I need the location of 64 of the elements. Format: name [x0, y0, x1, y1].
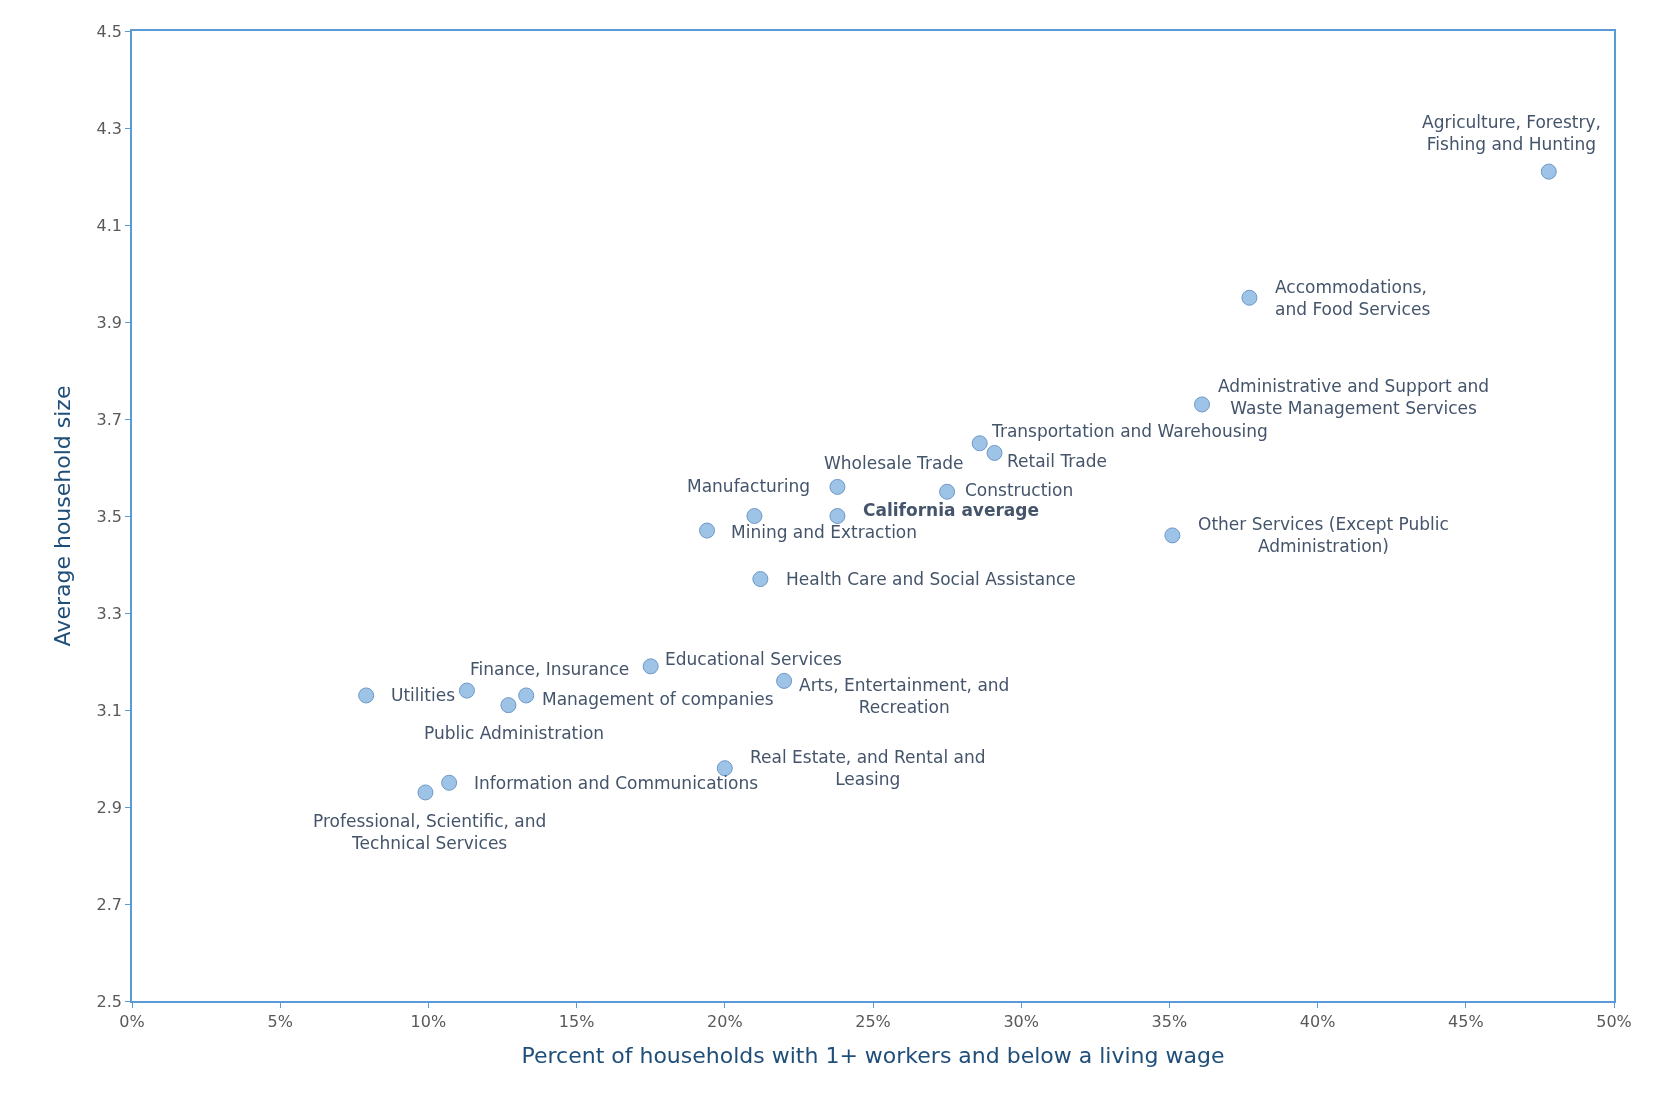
y-tick-label: 3.1	[96, 700, 123, 720]
x-tick-label: 35%	[1151, 1011, 1188, 1031]
x-tick-label: 20%	[707, 1011, 743, 1031]
point	[939, 483, 956, 500]
series-label: California average	[863, 500, 1040, 520]
annotation: Public Administration	[424, 723, 605, 743]
point	[829, 478, 846, 495]
point	[441, 774, 458, 791]
x-tick-label: 5%	[267, 1011, 293, 1031]
y-tick-label: 4.3	[96, 118, 123, 138]
point	[1164, 527, 1181, 544]
annotation: Accommodations, and Food Services	[1275, 277, 1431, 320]
annotation: Professional, Scientific, and Technical Services	[313, 811, 547, 854]
point	[746, 508, 763, 524]
annotation: Finance, Insurance	[470, 659, 630, 679]
x-tick-label: 10%	[410, 1011, 447, 1031]
x-tick-label: 40%	[1299, 1011, 1336, 1031]
annotation: Management of companies	[542, 689, 774, 709]
x-tick-label: 0%	[119, 1011, 145, 1031]
annotation: Construction	[965, 480, 1074, 500]
y-tick-label: 4.5	[96, 21, 123, 41]
x-tick-label: 45%	[1448, 1011, 1484, 1031]
point	[971, 435, 988, 452]
point	[829, 508, 846, 524]
annotation: Manufacturing	[687, 476, 811, 496]
annotation: Agriculture, Forestry, Fishing and Hunting	[1422, 112, 1601, 155]
point	[752, 571, 769, 588]
annotation: Arts, Entertainment, and Recreation	[799, 675, 1010, 718]
y-tick-label: 3.9	[96, 312, 123, 332]
point	[699, 522, 716, 539]
annotation: Transportation and Warehousing	[991, 421, 1268, 441]
point	[358, 687, 375, 704]
y-tick-label: 2.5	[96, 991, 123, 1011]
y-tick-label: 3.7	[96, 409, 123, 429]
x-tick-label: 25%	[855, 1011, 891, 1031]
x-tick-label: 50%	[1596, 1011, 1632, 1031]
point	[500, 697, 517, 714]
annotation: Mining and Extraction	[731, 522, 918, 542]
x-axis-title: Percent of households with 1+ workers and below a living wage	[521, 1043, 1225, 1069]
point	[642, 658, 659, 675]
y-tick-label: 3.3	[96, 603, 123, 623]
point	[458, 682, 475, 699]
x-tick-label: 15%	[558, 1011, 595, 1031]
annotation: Administrative and Support and Waste Management Services	[1218, 376, 1490, 419]
annotation: Health Care and Social Assistance	[786, 569, 1076, 589]
point	[518, 687, 535, 704]
point	[1194, 396, 1210, 413]
point	[776, 672, 793, 689]
annotation: Retail Trade	[1007, 451, 1107, 471]
y-tick-label: 2.9	[96, 797, 123, 817]
annotation: Wholesale Trade	[824, 453, 964, 473]
annotation: Other Services (Except Public Administration)	[1198, 514, 1449, 557]
point	[417, 784, 434, 801]
y-tick-label: 3.5	[96, 506, 123, 526]
annotation: Educational Services	[665, 649, 843, 669]
y-axis-title: Average household size	[49, 385, 75, 647]
y-tick-label: 2.7	[96, 894, 123, 914]
point	[1540, 163, 1557, 180]
point	[986, 444, 1003, 461]
annotation: Utilities	[391, 685, 456, 705]
y-tick-label: 4.1	[96, 215, 123, 235]
x-tick-label: 30%	[1003, 1011, 1039, 1031]
point	[1241, 289, 1258, 306]
annotation: Information and Communications	[474, 773, 759, 793]
